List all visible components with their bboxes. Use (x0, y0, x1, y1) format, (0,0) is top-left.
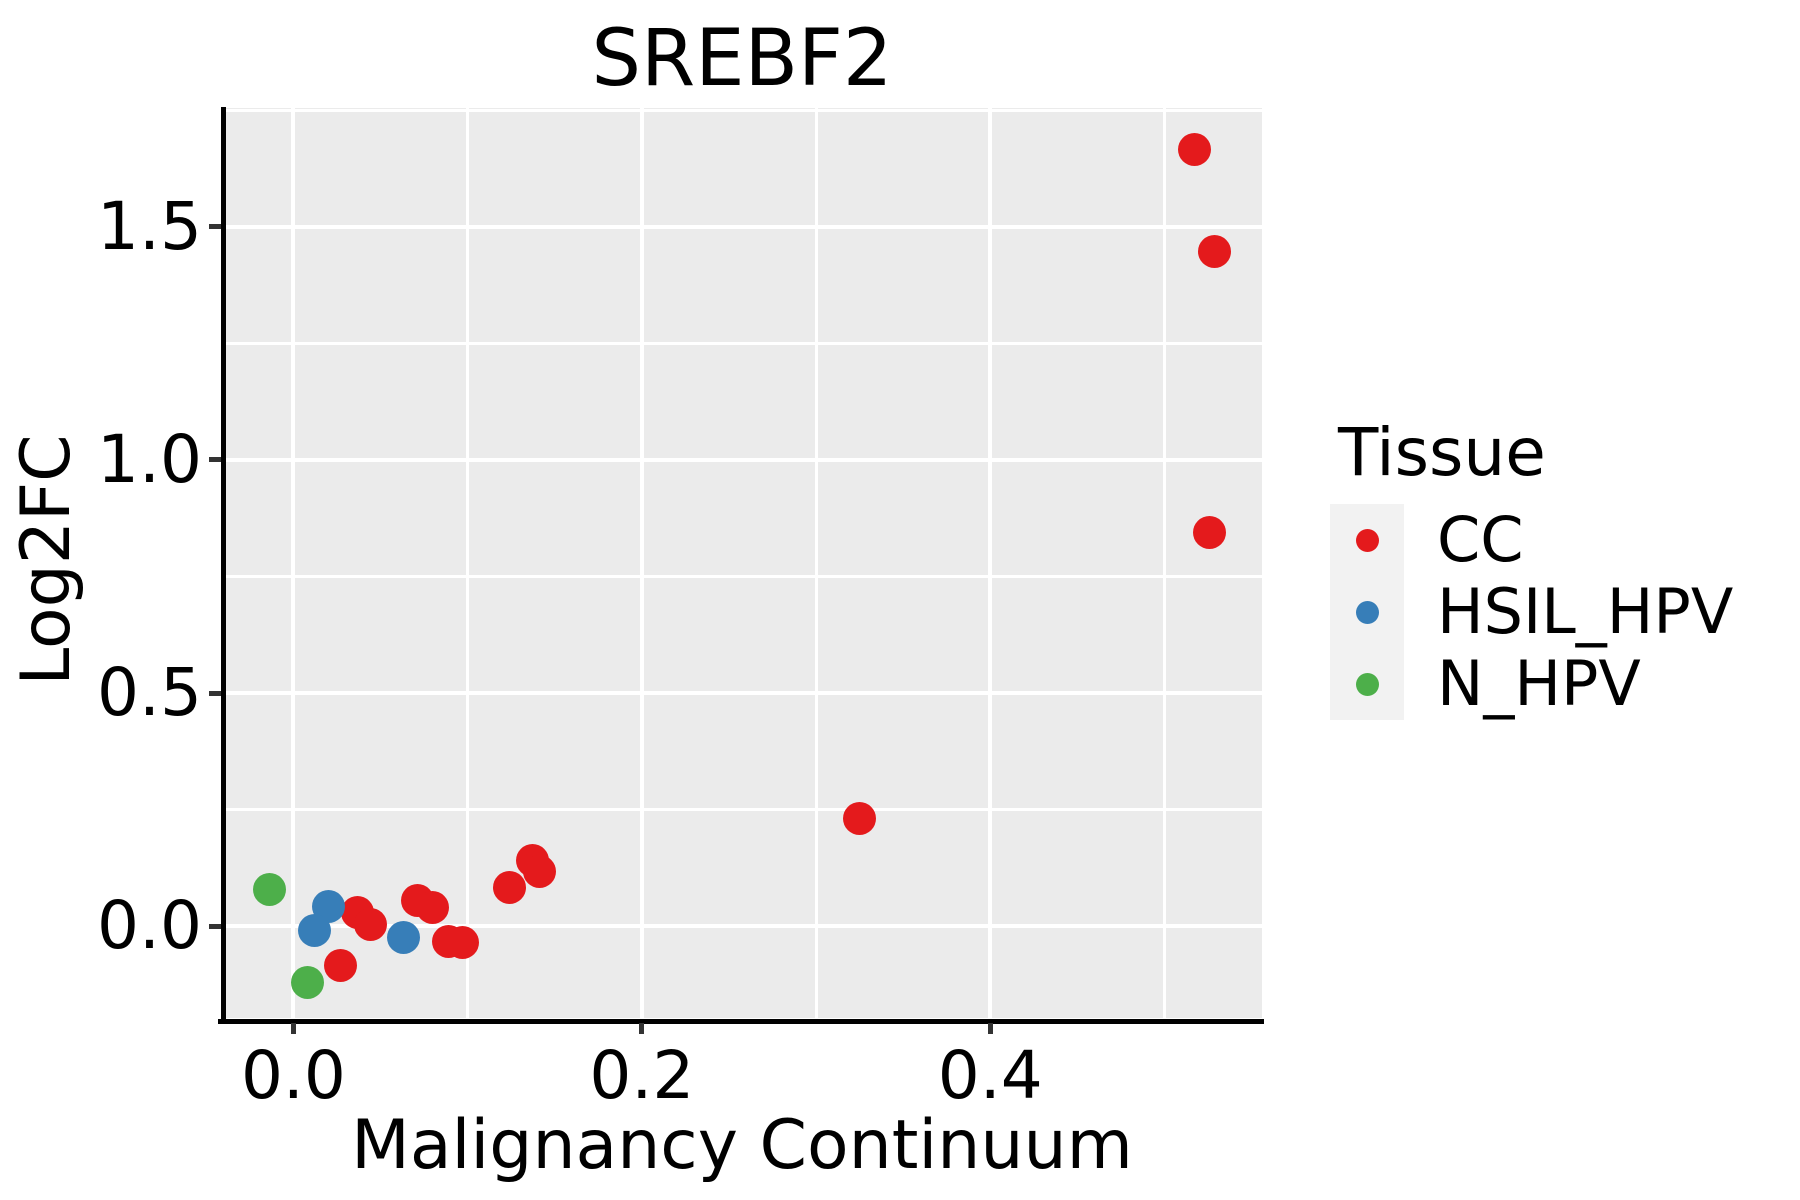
legend-item-cc: CC (1437, 503, 1524, 576)
y-tick-mark (209, 923, 221, 929)
minor-gridline-y (222, 575, 1262, 579)
minor-gridline-x (814, 108, 818, 1018)
legend-swatch (1356, 601, 1379, 624)
minor-gridline-y (222, 808, 1262, 812)
x-tick-mark (290, 1023, 296, 1034)
data-point-N_HPV (290, 965, 324, 999)
data-point-CC (492, 870, 526, 904)
major-gridline-x (639, 108, 644, 1018)
data-point-CC (1198, 234, 1232, 268)
major-gridline-y (222, 691, 1262, 696)
data-point-CC (1177, 133, 1211, 167)
y-tick-mark (209, 457, 221, 463)
legend-item-hsil-hpv: HSIL_HPV (1437, 575, 1734, 648)
data-point-CC (323, 948, 357, 982)
data-point-CC (353, 907, 387, 941)
y-tick-label: 0.5 (97, 654, 202, 732)
minor-gridline-y (222, 341, 1262, 345)
minor-gridline-x (466, 108, 470, 1018)
legend-item-n-hpv: N_HPV (1437, 647, 1641, 720)
data-point-HSIL_HPV (386, 920, 420, 954)
legend-title: Tissue (1338, 414, 1546, 491)
legend-swatch (1356, 673, 1379, 696)
y-tick-mark (209, 224, 221, 230)
chart-title: SREBF2 (591, 14, 893, 104)
x-tick-label: 0.0 (240, 1037, 346, 1114)
data-point-HSIL_HPV (297, 913, 331, 947)
y-tick-label: 1.5 (97, 187, 202, 265)
y-tick-label: 0.0 (97, 887, 202, 965)
legend-key-strip (1330, 504, 1404, 720)
legend-swatch (1356, 529, 1379, 552)
y-tick-label: 1.0 (97, 420, 202, 498)
data-point-CC (522, 854, 556, 888)
data-point-CC (416, 890, 450, 924)
y-axis-title: Log2FC (7, 434, 86, 686)
x-tick-label: 0.2 (589, 1037, 695, 1114)
major-gridline-y (222, 224, 1262, 229)
major-gridline-y (222, 924, 1262, 929)
data-point-CC (843, 801, 877, 835)
major-gridline-y (222, 457, 1262, 462)
x-tick-mark (639, 1023, 645, 1034)
x-tick-mark (987, 1023, 993, 1034)
plot-panel (222, 108, 1262, 1018)
minor-gridline-x (1162, 108, 1166, 1018)
major-gridline-x (291, 108, 296, 1018)
minor-gridline-y (222, 108, 1262, 112)
x-axis-title: Malignancy Continuum (351, 1106, 1133, 1185)
data-point-N_HPV (252, 872, 286, 906)
x-tick-label: 0.4 (937, 1037, 1043, 1114)
y-tick-mark (209, 690, 221, 696)
data-point-CC (445, 926, 479, 960)
x-axis-line (218, 1019, 1264, 1024)
data-point-CC (1193, 515, 1227, 549)
y-axis-line (221, 107, 226, 1024)
major-gridline-x (988, 108, 993, 1018)
